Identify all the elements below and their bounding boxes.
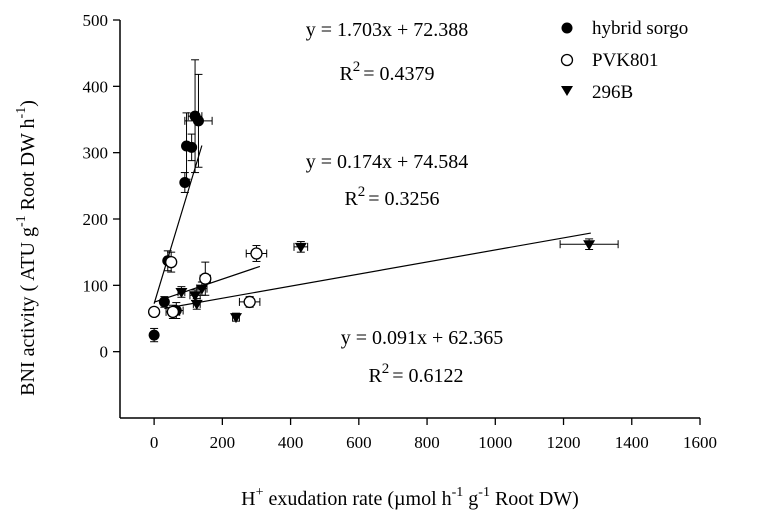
point-296b [195, 284, 208, 295]
x-tick-label: 600 [346, 433, 372, 452]
x-tick-label: 1400 [615, 433, 649, 452]
point-pvk801 [199, 272, 212, 285]
x-axis-title: H+ exudation rate (µmol h-1 g-1 Root DW) [241, 485, 579, 510]
y-tick-label: 400 [83, 77, 109, 96]
legend-marker-hybrid-sorgo [561, 22, 573, 34]
point-pvk801 [250, 247, 263, 260]
point-pvk801 [165, 255, 178, 269]
regression-line [153, 145, 203, 304]
point-hybrid-sorgo [192, 115, 204, 127]
legend-label-hybrid-sorgo: hybrid sorgo [592, 18, 688, 39]
y-tick-label: 300 [83, 144, 109, 163]
point-296b [294, 242, 307, 253]
legend: hybrid sorgo PVK801 296B [560, 18, 688, 103]
equation-296b: y = 0.091x + 62.365 [341, 327, 504, 349]
y-axis-title: BNI activity ( ATU g-1 Root DW h-1) [14, 100, 39, 396]
legend-marker-296b [561, 86, 573, 96]
point-hybrid-sorgo [148, 329, 160, 341]
equation-pvk801: y = 0.174x + 74.584 [306, 151, 469, 173]
r2-hybrid-sorgo: R2 = 0.4379 [339, 59, 434, 85]
legend-label-pvk801: PVK801 [592, 50, 659, 71]
point-pvk801 [243, 295, 256, 309]
x-tick-label: 1600 [683, 433, 717, 452]
point-296b [190, 299, 203, 310]
point-296b [175, 287, 188, 298]
x-axis-ticks: 0 200 400 600 800 1000 1200 1400 1600 [150, 418, 717, 452]
regression-line [164, 232, 591, 310]
point-296b [583, 240, 596, 251]
point-hybrid-sorgo [158, 296, 170, 308]
x-tick-label: 1000 [478, 433, 512, 452]
point-296b [230, 313, 242, 324]
x-tick-label: 1200 [547, 433, 581, 452]
point-hybrid-sorgo [186, 141, 198, 153]
x-tick-label: 200 [210, 433, 236, 452]
r2-296b: R2 = 0.6122 [368, 361, 463, 387]
data-points [147, 110, 596, 341]
y-tick-label: 500 [83, 11, 109, 30]
y-tick-label: 100 [83, 276, 109, 295]
y-axis-ticks: 0 100 200 300 400 500 [83, 11, 120, 362]
r2-pvk801: R2 = 0.3256 [344, 184, 439, 210]
legend-label-296b: 296B [592, 82, 633, 103]
point-296b [189, 291, 202, 302]
legend-marker-pvk801 [560, 53, 574, 67]
point-hybrid-sorgo [179, 177, 191, 189]
point-pvk801 [166, 305, 180, 319]
equation-hybrid-sorgo: y = 1.703x + 72.388 [306, 19, 469, 41]
x-tick-label: 400 [278, 433, 304, 452]
y-tick-label: 0 [100, 343, 109, 362]
x-tick-label: 0 [150, 433, 159, 452]
y-tick-label: 200 [83, 210, 109, 229]
point-pvk801 [147, 305, 161, 319]
x-tick-label: 800 [414, 433, 440, 452]
